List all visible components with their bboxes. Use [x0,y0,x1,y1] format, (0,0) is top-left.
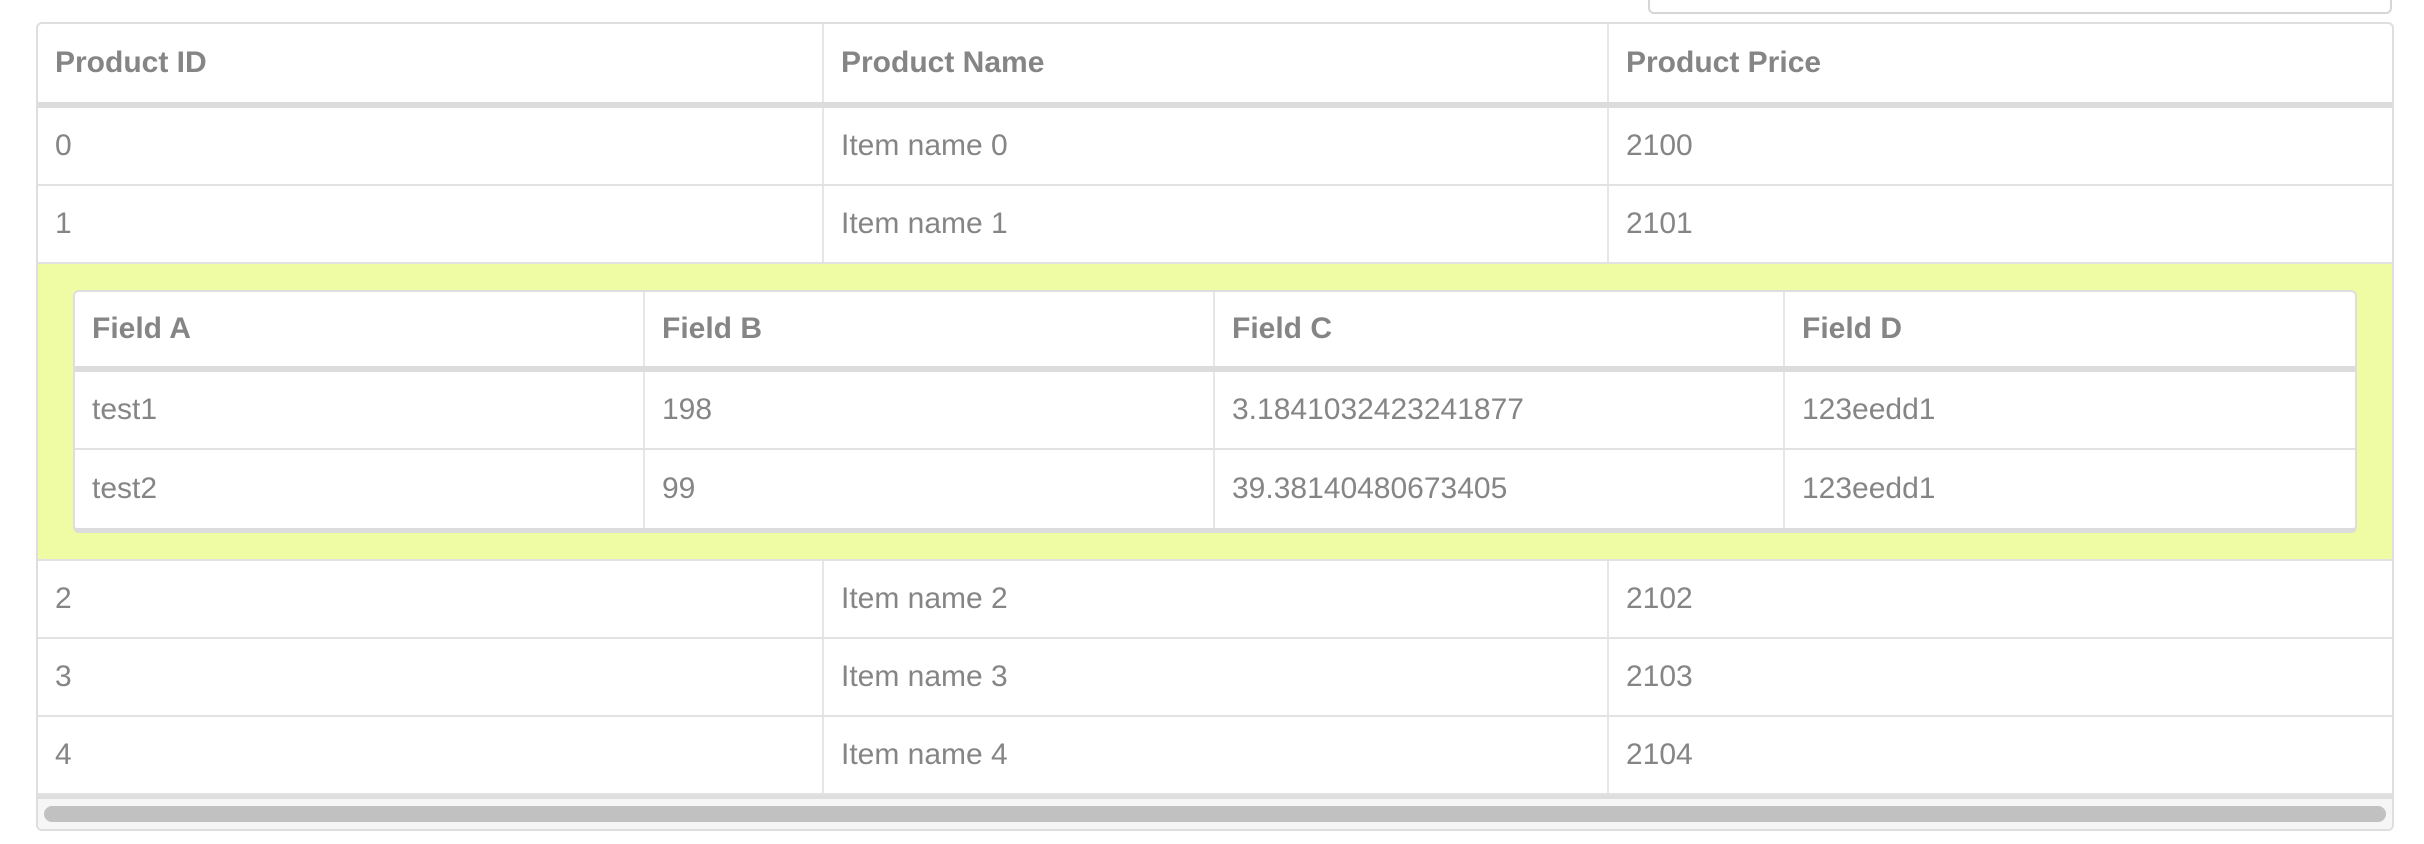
cell-product-name: Item name 0 [824,108,1609,184]
cell-product-price: 2102 [1626,582,1693,615]
header-field-b[interactable]: Field B [645,292,1215,366]
cell-field-d: 123eedd1 [1802,393,1936,426]
table-header: Product ID Product Name Product Price [38,24,2392,108]
cell-field-b: 198 [645,372,1215,448]
nested-table: Field A Field B Field C Field D test1 19… [73,290,2357,533]
table-row[interactable]: 3 Item name 3 2103 [38,639,2392,717]
horizontal-scrollbar[interactable] [38,795,2392,829]
header-field-d[interactable]: Field D [1802,312,1903,345]
cell-field-b: 99 [645,450,1215,528]
header-product-name[interactable]: Product Name [824,24,1609,102]
header-product-id[interactable]: Product ID [38,24,824,102]
cell-product-price: 2104 [1626,738,1693,771]
nested-table-row: test1 198 3.1841032423241877 123eedd1 [75,372,2355,450]
product-table: Product ID Product Name Product Price 0 … [36,22,2394,831]
nested-table-row: test2 99 39.38140480673405 123eedd1 [75,450,2355,528]
cell-field-a: test2 [75,450,645,528]
table-row[interactable]: 0 Item name 0 2100 [38,108,2392,186]
scrollbar-thumb[interactable] [44,806,2386,822]
cell-product-id: 3 [38,639,824,715]
cell-field-c: 39.38140480673405 [1215,450,1785,528]
expanded-row: Field A Field B Field C Field D test1 19… [38,264,2392,561]
table-row[interactable]: 1 Item name 1 2101 [38,186,2392,264]
cell-product-price: 2103 [1626,660,1693,693]
cell-field-d: 123eedd1 [1802,472,1936,505]
cell-product-id: 2 [38,561,824,637]
header-field-c[interactable]: Field C [1215,292,1785,366]
cell-field-c: 3.1841032423241877 [1215,372,1785,448]
nested-table-header: Field A Field B Field C Field D [75,292,2355,372]
cell-product-name: Item name 2 [824,561,1609,637]
header-field-a[interactable]: Field A [75,292,645,366]
cell-field-a: test1 [75,372,645,448]
table-row[interactable]: 2 Item name 2 2102 [38,561,2392,639]
cell-product-id: 1 [38,186,824,262]
cell-product-id: 4 [38,717,824,793]
cell-product-price: 2101 [1626,207,1693,240]
cell-product-price: 2100 [1626,129,1693,162]
header-product-price[interactable]: Product Price [1626,46,1822,79]
cell-product-name: Item name 3 [824,639,1609,715]
cell-product-name: Item name 1 [824,186,1609,262]
search-input[interactable] [1648,0,2392,14]
cell-product-name: Item name 4 [824,717,1609,793]
table-row[interactable]: 4 Item name 4 2104 [38,717,2392,795]
cell-product-id: 0 [38,108,824,184]
